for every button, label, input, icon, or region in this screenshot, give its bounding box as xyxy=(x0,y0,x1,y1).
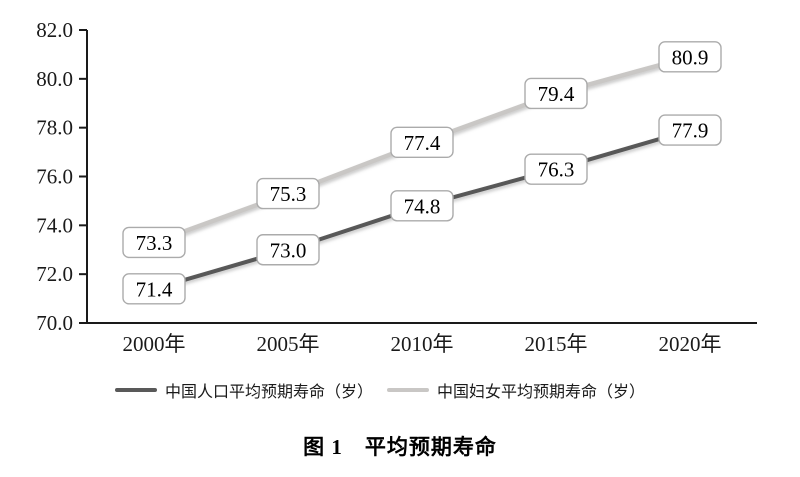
y-tick-label: 72.0 xyxy=(36,262,73,286)
y-tick-label: 70.0 xyxy=(36,311,73,335)
data-label-text: 80.9 xyxy=(672,45,709,69)
legend-swatch-population xyxy=(114,388,157,392)
data-label-box xyxy=(122,226,186,259)
data-label-text: 77.9 xyxy=(672,119,709,143)
legend-item-population: 中国人口平均预期寿命（岁） xyxy=(114,378,373,402)
data-label-box xyxy=(256,234,320,266)
data-label-box xyxy=(658,114,722,146)
legend-label-population: 中国人口平均预期寿命（岁） xyxy=(164,384,373,401)
y-tick-label: 82.0 xyxy=(36,18,73,42)
data-label-text: 73.0 xyxy=(270,238,307,262)
data-label-box xyxy=(524,153,588,185)
y-tick-label: 78.0 xyxy=(36,116,73,140)
legend-item-women: 中国妇女平均预期寿命（岁） xyxy=(387,378,645,402)
line-chart: 70.0 72.0 74.0 76.0 78.0 80.0 82.0 2000年 2005年 20… xyxy=(36,18,757,356)
legend-label-women: 中国妇女平均预期寿命（岁） xyxy=(437,384,646,401)
data-label-text: 71.4 xyxy=(136,277,173,301)
data-label-text: 73.3 xyxy=(136,231,173,255)
x-tick-label: 2005年 xyxy=(257,332,320,356)
y-tick-label: 74.0 xyxy=(36,213,73,237)
data-label-box xyxy=(390,126,454,159)
x-tick-label: 2015年 xyxy=(525,332,588,356)
data-label-box xyxy=(390,190,454,222)
chart-legend: 中国人口平均预期寿命（岁） 中国妇女平均预期寿命（岁） xyxy=(0,378,760,402)
x-tick-label: 2000年 xyxy=(123,332,186,356)
x-tick-label: 2010年 xyxy=(391,332,454,356)
y-tick-label: 76.0 xyxy=(36,165,73,189)
data-label-text: 75.3 xyxy=(270,182,307,206)
data-label-box xyxy=(122,273,186,305)
x-tick-label: 2020年 xyxy=(659,332,722,356)
data-label-box xyxy=(658,41,722,73)
data-label-text: 76.3 xyxy=(538,158,575,182)
data-label-box xyxy=(524,77,588,110)
legend-swatch-women xyxy=(387,388,429,392)
y-tick-label: 80.0 xyxy=(36,67,73,91)
figure-caption: 图 1 平均预期寿命 xyxy=(303,435,497,459)
data-label-text: 79.4 xyxy=(538,82,575,106)
data-label-text: 74.8 xyxy=(404,194,441,218)
data-label-box xyxy=(256,177,320,210)
data-label-text: 77.4 xyxy=(404,131,441,155)
